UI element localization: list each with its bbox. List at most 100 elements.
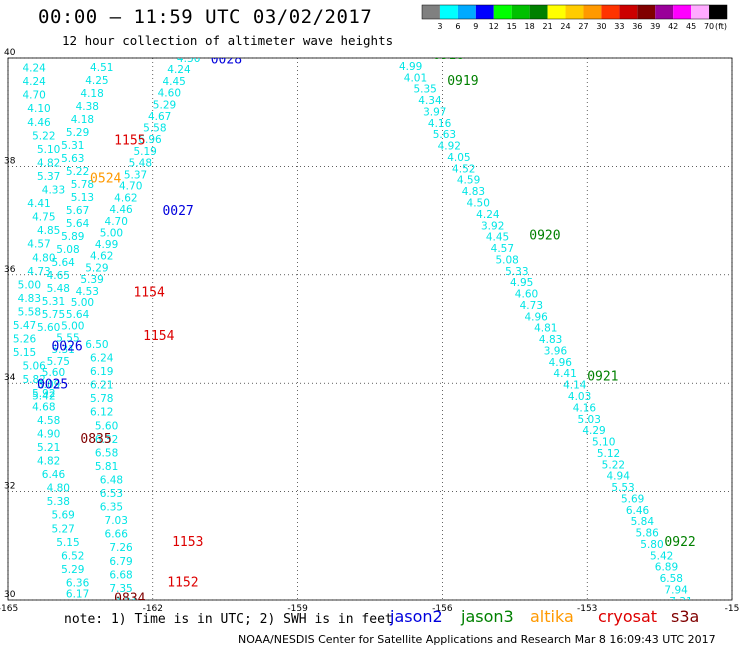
pass-time-label: 0834: [114, 592, 145, 607]
wave-height-value: 4.34: [418, 95, 442, 107]
wave-height-value: 6.12: [90, 407, 113, 419]
wave-height-value: 5.06: [22, 361, 46, 373]
wave-height-value: 5.29: [61, 564, 84, 576]
data-layer: 4.684.994.015.354.343.974.165.634.924.05…: [13, 47, 696, 608]
colorbar-swatch: [422, 5, 440, 19]
wave-height-value: 4.94: [607, 471, 631, 483]
pass-time-label: 0921: [587, 369, 618, 384]
wave-height-value: 4.45: [162, 76, 185, 88]
wave-height-value: 4.96: [524, 311, 548, 323]
wave-height-value: 4.57: [27, 239, 50, 251]
colorbar-swatch: [601, 5, 620, 19]
wave-height-value: 3.96: [544, 345, 568, 357]
wave-height-value: 5.63: [61, 153, 84, 165]
colorbar-tick-label: 33: [614, 22, 625, 31]
wave-height-value: 4.29: [582, 425, 605, 437]
wave-height-value: 6.96: [138, 134, 162, 146]
pass-time-label: 0918: [433, 48, 464, 63]
wave-height-value: 5.47: [13, 320, 36, 332]
wave-height-value: 5.21: [37, 442, 60, 454]
wave-height-value: 5.67: [66, 205, 89, 217]
wave-height-value: 7.34: [114, 596, 138, 608]
colorbar-tick-label: 15: [506, 22, 517, 31]
wave-height-value: 5.19: [133, 146, 156, 158]
legend-cryosat: cryosat: [598, 607, 658, 626]
wave-height-value: 4.36: [177, 53, 201, 65]
wave-height-value: 5.29: [153, 99, 176, 111]
wave-height-value: 5.03: [578, 414, 601, 426]
pass-time-label: 1154: [143, 329, 174, 344]
colorbar-tick-label: 39: [650, 22, 661, 31]
wave-height-value: 5.22: [32, 130, 55, 142]
wave-height-value: 4.01: [404, 72, 427, 84]
wave-height-value: 4.75: [32, 212, 55, 224]
wave-height-value: 4.41: [27, 198, 50, 210]
wave-height-value: 5.09: [37, 379, 60, 391]
wave-height-value: 5.84: [631, 516, 655, 528]
wave-height-value: 5.13: [71, 192, 94, 204]
wave-height-value: 4.83: [18, 293, 41, 305]
pass-time-label: 1155: [114, 134, 145, 149]
wave-height-value: 7.94: [664, 584, 688, 596]
wave-height-value: 4.99: [399, 61, 422, 73]
pass-time-label: 0027: [162, 204, 193, 219]
wave-height-value: 5.53: [611, 482, 634, 494]
wave-height-value: 6.19: [90, 366, 113, 378]
wave-height-value: 4.18: [71, 114, 94, 126]
wave-height-value: 7.26: [109, 542, 133, 554]
wave-height-value: 4.16: [428, 118, 452, 130]
colorbar-swatch: [691, 5, 710, 19]
wave-height-value: 5.27: [51, 523, 74, 535]
wave-height-value: 4.51: [90, 62, 113, 74]
wave-height-value: 5.92: [32, 388, 55, 400]
colorbar-tick-label: 18: [524, 22, 535, 31]
wave-height-value: 5.60: [42, 367, 65, 379]
y-tick-label: 36: [4, 265, 16, 275]
page-subtitle: 12 hour collection of altimeter wave hei…: [62, 33, 394, 48]
wave-height-value: 5.33: [505, 266, 528, 278]
wave-height-value: 4.68: [394, 49, 417, 61]
wave-height-value: 7.03: [105, 515, 128, 527]
colorbar-swatch: [475, 5, 494, 19]
pass-time-label: 0025: [37, 378, 68, 393]
colorbar-tick-label: 3: [437, 22, 443, 31]
wave-height-value: 6.52: [61, 550, 84, 562]
colorbar-swatch: [529, 5, 548, 19]
colorbar-swatch: [619, 5, 638, 19]
wave-height-value: 4.24: [22, 76, 46, 88]
pass-time-label: 1152: [167, 575, 198, 590]
wave-height-value: 6.66: [105, 529, 129, 541]
wave-height-value: 5.29: [85, 263, 108, 275]
wave-height-value: 6.17: [66, 588, 89, 600]
wave-height-value: 4.83: [462, 186, 485, 198]
colorbar-tick-label: 21: [542, 22, 553, 31]
wave-height-value: 6.48: [100, 474, 123, 486]
pass-time-label: 0835: [80, 432, 111, 447]
wave-height-value: 4.81: [534, 323, 557, 335]
y-tick-label: 30: [4, 590, 16, 600]
wave-height-value: 5.82: [22, 374, 45, 386]
colorbar-swatch: [637, 5, 656, 19]
x-tick-label: -15: [725, 604, 740, 614]
wave-height-value: 3.92: [481, 220, 504, 232]
wave-height-value: 5.37: [124, 169, 147, 181]
wave-height-value: 5.78: [90, 393, 113, 405]
wave-height-value: 6.58: [660, 573, 683, 585]
wave-height-value: 4.46: [109, 204, 133, 216]
pass-time-label: 0523: [153, 47, 184, 62]
wave-height-value: 5.48: [129, 157, 152, 169]
colorbar-swatch: [583, 5, 602, 19]
wave-height-value: 5.26: [13, 334, 37, 346]
wave-height-value: 4.83: [539, 334, 562, 346]
colorbar-tick-label: 9: [473, 22, 479, 31]
footer-note: note: 1) Time is in UTC; 2) SWH is in fe…: [64, 612, 393, 627]
wave-height-value: 6.35: [100, 502, 123, 514]
wave-height-value: 6.79: [109, 556, 132, 568]
wave-height-value: 5.42: [650, 550, 673, 562]
wave-height-value: 5.15: [56, 537, 79, 549]
wave-height-value: 6.68: [109, 569, 132, 581]
wave-height-value: 5.75: [42, 309, 65, 321]
wave-height-value: 4.45: [486, 232, 509, 244]
colorbar-frame: [421, 4, 728, 20]
